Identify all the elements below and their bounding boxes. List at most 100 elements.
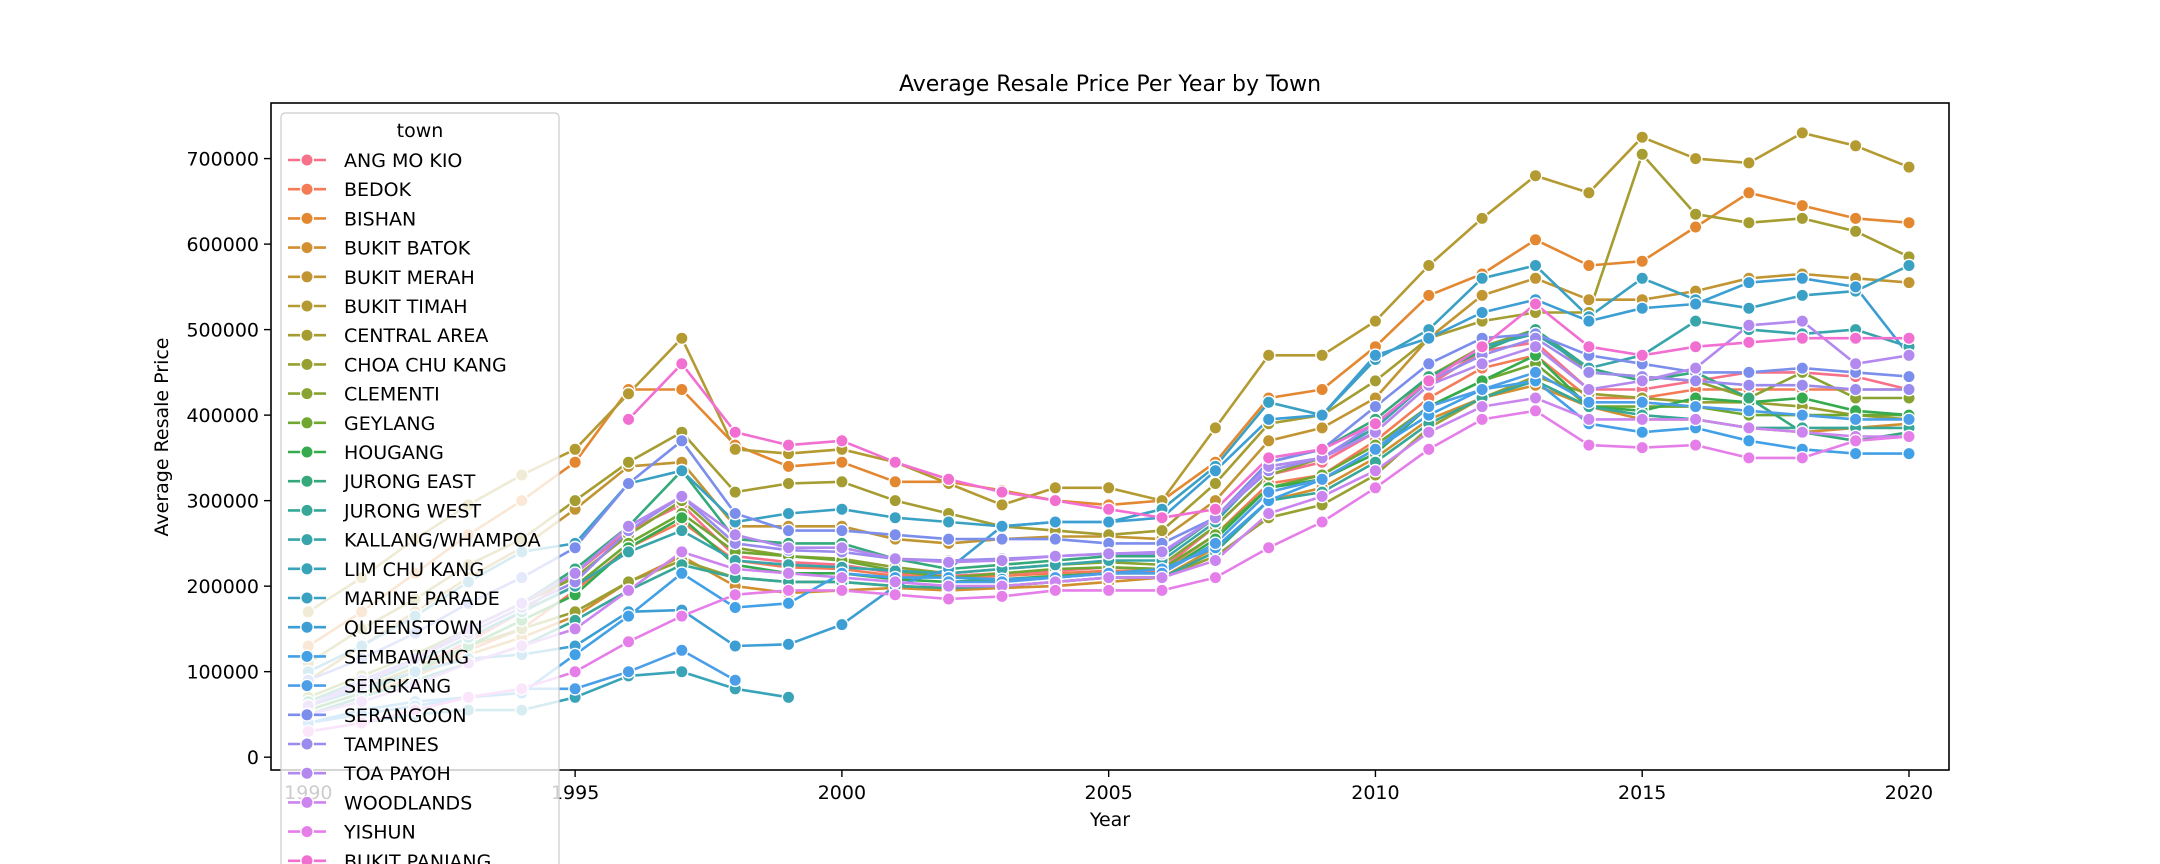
- data-point: [1421, 258, 1436, 273]
- data-point: [728, 527, 743, 542]
- data-point: [568, 647, 582, 662]
- data-point: [1315, 382, 1330, 397]
- data-point: [941, 592, 956, 606]
- data-point: [1742, 391, 1756, 405]
- data-point: [1848, 224, 1863, 239]
- legend-marker: [300, 328, 314, 343]
- data-point: [1795, 211, 1810, 226]
- legend-label: BISHAN: [344, 208, 416, 230]
- legend-marker: [300, 649, 314, 664]
- legend: town ANG MO KIO BEDOK BISHAN BUKIT BATOK BUK…: [280, 112, 560, 864]
- data-point: [781, 583, 796, 598]
- data-point: [1635, 425, 1650, 440]
- data-point: [1582, 258, 1596, 273]
- data-point: [1635, 271, 1650, 286]
- legend-label: WOODLANDS: [344, 792, 472, 814]
- data-point: [674, 609, 689, 623]
- data-point: [1635, 301, 1650, 316]
- data-point: [1742, 433, 1756, 448]
- data-point: [1315, 420, 1330, 435]
- data-point: [1635, 373, 1650, 388]
- data-point: [1155, 545, 1169, 559]
- data-point: [1688, 438, 1703, 452]
- data-point: [1635, 395, 1650, 410]
- data-point: [941, 555, 956, 570]
- data-point: [1795, 391, 1810, 405]
- data-point: [1795, 378, 1810, 393]
- data-point: [1315, 472, 1330, 487]
- data-point: [728, 562, 743, 576]
- legend-label: BUKIT BATOK: [344, 238, 471, 260]
- legend-marker: [300, 561, 314, 576]
- legend-label: BUKIT PANJANG: [344, 851, 491, 864]
- data-point: [1048, 532, 1063, 546]
- data-point: [1795, 198, 1810, 213]
- data-point: [1528, 232, 1543, 247]
- data-point: [781, 476, 796, 491]
- data-point: [1742, 215, 1756, 230]
- data-point: [1582, 365, 1596, 380]
- data-point: [1528, 391, 1543, 405]
- data-point: [995, 519, 1009, 534]
- data-point: [1261, 412, 1276, 427]
- legend-marker: [300, 766, 314, 781]
- data-point: [1421, 288, 1436, 303]
- data-point: [1528, 168, 1543, 183]
- data-point: [1208, 463, 1223, 478]
- data-point: [1902, 331, 1916, 346]
- data-point: [1101, 570, 1116, 585]
- data-point: [1582, 438, 1596, 452]
- data-point: [1902, 160, 1916, 175]
- data-point: [1208, 553, 1223, 568]
- data-point: [568, 455, 582, 470]
- data-point: [781, 637, 796, 652]
- data-point: [888, 455, 903, 470]
- legend-label: YISHUN: [343, 822, 416, 844]
- legend-box: [280, 112, 560, 864]
- legend-label: ANG MO KIO: [344, 150, 462, 172]
- legend-marker: [300, 532, 314, 547]
- data-point: [1421, 399, 1436, 414]
- data-point: [568, 540, 582, 555]
- data-point: [1475, 412, 1490, 427]
- x-tick-label: 1995: [551, 782, 599, 804]
- data-point: [995, 589, 1009, 604]
- data-point: [1528, 297, 1543, 311]
- data-point: [1582, 185, 1596, 200]
- data-point: [568, 622, 582, 636]
- data-point: [1048, 493, 1063, 508]
- data-point: [1688, 373, 1703, 388]
- plot-frame: [270, 102, 1950, 771]
- data-point: [1368, 463, 1383, 478]
- data-point: [1421, 331, 1436, 346]
- data-point: [1742, 378, 1756, 393]
- data-point: [1688, 399, 1703, 414]
- data-point: [728, 639, 743, 653]
- data-point: [1155, 523, 1169, 538]
- data-point: [1848, 446, 1863, 461]
- data-point: [1635, 254, 1650, 269]
- data-point: [1582, 395, 1596, 410]
- x-tick-label: 2005: [1084, 782, 1132, 804]
- data-point: [674, 331, 689, 346]
- data-point: [781, 523, 796, 538]
- data-point: [621, 583, 636, 598]
- data-point: [1795, 450, 1810, 465]
- data-point: [674, 664, 689, 679]
- data-point: [781, 540, 796, 555]
- data-point: [835, 540, 849, 555]
- data-point: [568, 681, 582, 696]
- data-point: [1421, 373, 1436, 388]
- legend-marker: [300, 357, 314, 372]
- data-point: [674, 356, 689, 371]
- data-point: [1795, 288, 1810, 303]
- data-point: [674, 382, 689, 397]
- data-point: [1528, 258, 1543, 273]
- data-point: [674, 643, 689, 658]
- data-point: [1208, 502, 1223, 517]
- data-point: [1155, 510, 1169, 525]
- legend-marker: [300, 853, 314, 864]
- data-point: [888, 527, 903, 542]
- data-point: [835, 617, 849, 632]
- data-point: [728, 485, 743, 499]
